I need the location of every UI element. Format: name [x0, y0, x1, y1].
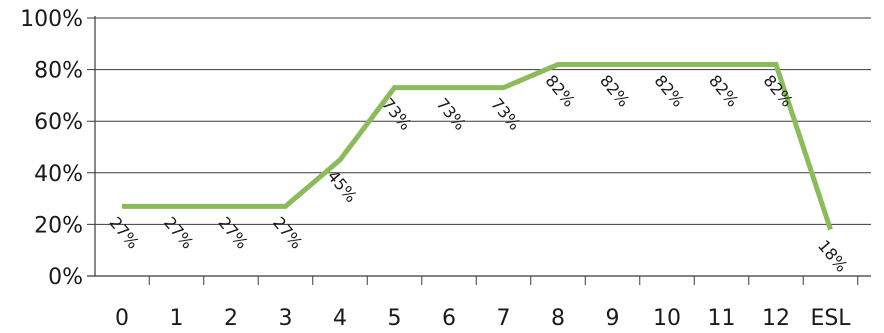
x-tick-label: 8: [551, 306, 565, 331]
data-label: 27%: [269, 213, 306, 252]
x-tick-labels: 0 1 2 3 4 5 6 7 8 9 10 11 12 ESL: [115, 306, 851, 331]
y-tick-label: 100%: [20, 7, 83, 32]
x-tick-label: 9: [606, 306, 620, 331]
data-label: 82%: [651, 71, 688, 110]
y-tick-label: 0%: [48, 265, 83, 290]
y-tick-label: 60%: [34, 110, 83, 135]
x-tick-label: 7: [497, 306, 511, 331]
axes: [87, 16, 871, 285]
data-label: 18%: [814, 236, 851, 275]
x-tick-label: 5: [388, 306, 402, 331]
x-tick-label: 0: [115, 306, 129, 331]
data-label: 82%: [596, 71, 633, 110]
x-tick-label: 12: [762, 306, 790, 331]
data-label: 73%: [433, 94, 470, 133]
x-tick-label: ESL: [810, 306, 851, 331]
data-label: 27%: [160, 213, 197, 252]
x-tick-label: 3: [279, 306, 293, 331]
x-tick-label: 2: [224, 306, 238, 331]
y-tick-label: 40%: [34, 162, 83, 187]
y-tick-labels: 0% 20% 40% 60% 80% 100%: [20, 7, 83, 290]
data-labels: 27% 27% 27% 27%45%73% 73% 73%82% 82% 82% 82% 82%1…: [106, 71, 852, 276]
x-tick-label: 1: [170, 306, 184, 331]
data-label: 82%: [705, 71, 742, 110]
x-tick-label: 10: [653, 306, 681, 331]
series: [121, 61, 833, 231]
series-line: [122, 61, 833, 231]
data-label: 27%: [106, 213, 143, 252]
gridlines: [87, 17, 871, 225]
x-tick-label: 4: [333, 306, 347, 331]
data-label: 73%: [487, 94, 524, 133]
data-label: 82%: [542, 71, 579, 110]
data-label: 27%: [215, 213, 252, 252]
x-tick-label: 11: [708, 306, 736, 331]
y-tick-label: 20%: [34, 213, 83, 238]
y-tick-label: 80%: [34, 59, 83, 84]
x-tick-label: 6: [442, 306, 456, 331]
